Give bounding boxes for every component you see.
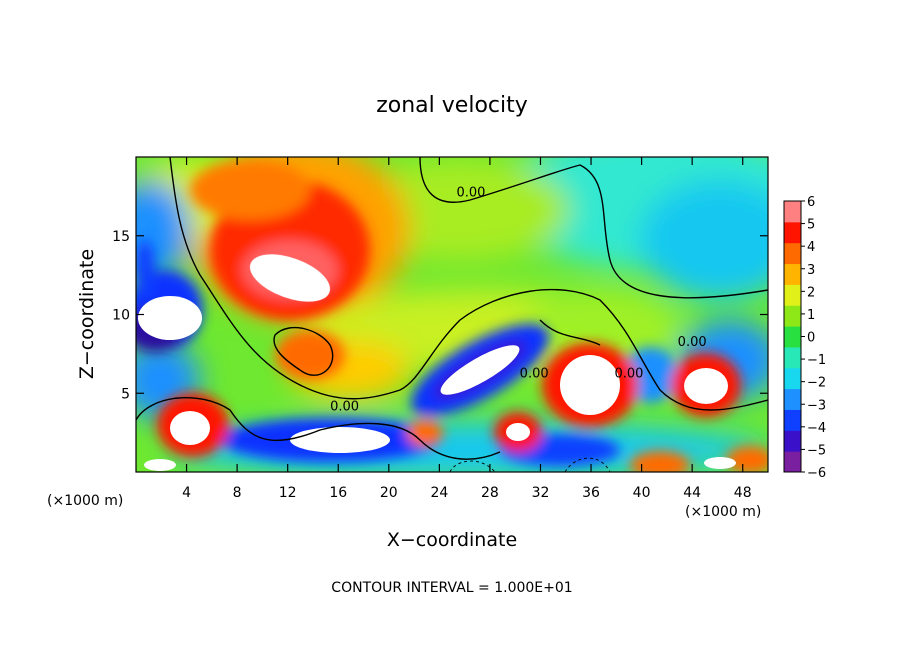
chart-title: zonal velocity bbox=[376, 93, 528, 118]
colorbar-swatch bbox=[784, 221, 801, 244]
x-unit-right: (×1000 m) bbox=[685, 504, 761, 520]
x-unit-left: (×1000 m) bbox=[47, 493, 123, 509]
colorbar-swatch bbox=[784, 263, 801, 285]
colorbar-tick-label: 6 bbox=[807, 195, 815, 210]
colorbar-tick-label: 5 bbox=[807, 218, 815, 233]
colorbar-tick-label: −2 bbox=[807, 376, 826, 391]
x-tick-label: 4 bbox=[182, 485, 191, 501]
colorbar-swatch bbox=[784, 430, 801, 452]
contour-label: 0.00 bbox=[520, 367, 549, 382]
contour-label: 0.00 bbox=[678, 335, 707, 350]
colorbar-tick-label: −1 bbox=[807, 353, 826, 368]
colorbar-swatch bbox=[784, 284, 801, 306]
x-tick-label: 32 bbox=[532, 485, 550, 501]
colorbar-swatch bbox=[784, 346, 801, 369]
colorbar-tick-label: 1 bbox=[807, 308, 815, 323]
x-tick-label: 40 bbox=[633, 485, 651, 501]
colorbar-swatch bbox=[784, 326, 801, 348]
colorbar-tick-label: 4 bbox=[807, 240, 815, 255]
colorbar-tick-label: 3 bbox=[807, 263, 815, 278]
colorbar-swatch bbox=[784, 409, 801, 431]
contour-label: 0.00 bbox=[330, 400, 359, 415]
x-tick-label: 20 bbox=[380, 485, 398, 501]
x-tick-label: 8 bbox=[233, 485, 242, 501]
contour-label: 0.00 bbox=[456, 185, 485, 200]
colorbar-tick-label: 2 bbox=[807, 285, 815, 300]
colorbar-swatch bbox=[784, 305, 801, 327]
y-axis: 5 10 15 bbox=[112, 229, 768, 402]
x-tick-label: 24 bbox=[430, 485, 448, 501]
colorbar-tick-label: −5 bbox=[807, 443, 826, 458]
colorbar-swatch bbox=[784, 367, 801, 390]
contour-interval-note: CONTOUR INTERVAL = 1.000E+01 bbox=[331, 580, 572, 596]
y-tick-label: 15 bbox=[112, 229, 130, 245]
colorbar-tick-label: −4 bbox=[807, 421, 826, 436]
x-tick-label: 12 bbox=[279, 485, 297, 501]
x-tick-label: 48 bbox=[734, 485, 752, 501]
colorbar-swatch bbox=[784, 388, 801, 410]
velocity-field: 0.00 0.00 0.00 0.00 0.00 bbox=[136, 157, 768, 472]
colorbar: 6 5 4 3 2 1 0 −1 −2 −3 −4 −5 −6 bbox=[783, 195, 826, 481]
y-tick-label: 5 bbox=[121, 386, 130, 402]
colorbar-tick-label: 0 bbox=[807, 331, 815, 346]
colorbar-swatch bbox=[784, 242, 801, 265]
x-tick-label: 28 bbox=[481, 485, 499, 501]
y-tick-label: 10 bbox=[112, 308, 130, 324]
x-axis: 4 8 12 16 20 24 28 32 36 40 44 48 bbox=[182, 157, 752, 501]
x-tick-label: 36 bbox=[582, 485, 600, 501]
colorbar-swatch bbox=[784, 201, 801, 223]
colorbar-tick-label: −3 bbox=[807, 398, 826, 413]
colorbar-swatch bbox=[784, 451, 801, 473]
y-axis-label: Z−coordinate bbox=[76, 249, 98, 379]
contour-label: 0.00 bbox=[614, 367, 643, 382]
x-tick-label: 44 bbox=[683, 485, 701, 501]
colorbar-tick-label: −6 bbox=[807, 466, 826, 481]
x-axis-label: X−coordinate bbox=[387, 529, 517, 551]
x-tick-label: 16 bbox=[329, 485, 347, 501]
